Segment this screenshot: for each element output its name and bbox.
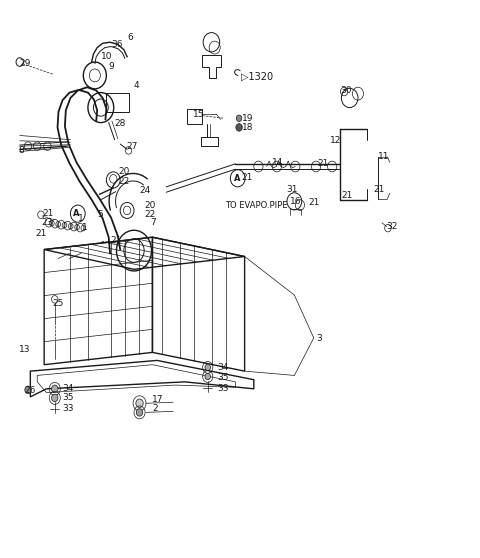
Circle shape <box>51 394 58 402</box>
Circle shape <box>136 399 143 407</box>
Text: 1: 1 <box>83 223 88 232</box>
Circle shape <box>25 386 31 393</box>
Text: 18: 18 <box>242 123 254 132</box>
Text: 21: 21 <box>308 198 320 207</box>
Text: 35: 35 <box>217 373 228 382</box>
Text: 20: 20 <box>144 200 156 210</box>
Text: 6: 6 <box>127 33 133 42</box>
Circle shape <box>136 408 143 416</box>
Text: 21: 21 <box>317 160 329 169</box>
Text: 21: 21 <box>110 236 121 245</box>
Text: A: A <box>234 174 240 183</box>
Text: 36: 36 <box>111 40 122 49</box>
Text: 27: 27 <box>126 142 138 151</box>
Text: 4: 4 <box>134 80 140 90</box>
Text: 33: 33 <box>217 384 228 393</box>
Text: 20: 20 <box>118 167 129 176</box>
Text: 35: 35 <box>62 393 74 402</box>
Text: ▷1320: ▷1320 <box>241 71 273 81</box>
Text: 28: 28 <box>115 119 126 128</box>
Text: 21: 21 <box>341 191 353 200</box>
Text: 5: 5 <box>97 210 103 219</box>
Text: 16: 16 <box>290 197 301 206</box>
Text: 3: 3 <box>316 334 322 344</box>
Text: 23: 23 <box>41 218 52 227</box>
Text: 33: 33 <box>62 404 74 413</box>
Text: 30: 30 <box>340 86 352 95</box>
Text: 34: 34 <box>62 384 74 393</box>
Text: 21: 21 <box>373 185 385 194</box>
Circle shape <box>236 115 242 122</box>
Text: A: A <box>73 209 80 218</box>
Text: 14: 14 <box>272 158 284 167</box>
Text: 32: 32 <box>386 222 398 231</box>
Text: TO EVAPO.PIPE: TO EVAPO.PIPE <box>225 200 288 210</box>
Text: 21: 21 <box>35 229 46 238</box>
Text: 21: 21 <box>43 209 54 218</box>
Text: 17: 17 <box>153 395 164 404</box>
Text: 8: 8 <box>18 146 24 155</box>
Text: 34: 34 <box>217 363 228 372</box>
Text: 29: 29 <box>20 59 31 68</box>
Text: 7: 7 <box>150 218 156 227</box>
Text: 11: 11 <box>378 152 390 161</box>
Circle shape <box>205 373 211 379</box>
Text: 19: 19 <box>242 114 254 123</box>
Text: 24: 24 <box>140 186 151 195</box>
Text: 25: 25 <box>52 299 63 307</box>
Circle shape <box>236 124 242 131</box>
Text: 22: 22 <box>118 177 129 186</box>
Text: 15: 15 <box>193 109 204 118</box>
Circle shape <box>205 364 211 371</box>
Text: 26: 26 <box>24 386 36 395</box>
Text: 22: 22 <box>144 210 156 219</box>
Circle shape <box>51 385 58 393</box>
Text: 12: 12 <box>330 136 341 145</box>
Text: 9: 9 <box>108 62 114 71</box>
Text: 31: 31 <box>286 185 298 194</box>
Text: 13: 13 <box>19 345 30 354</box>
Text: 1: 1 <box>78 214 84 223</box>
Text: 10: 10 <box>101 52 112 61</box>
Text: 21: 21 <box>241 173 252 182</box>
Text: 2: 2 <box>153 404 158 413</box>
